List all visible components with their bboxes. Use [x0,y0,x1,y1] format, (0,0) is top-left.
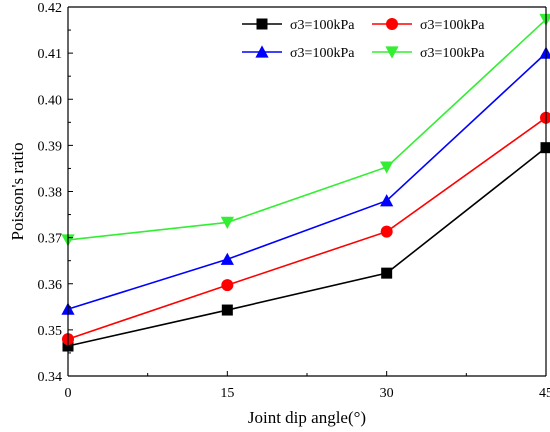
series-line-3 [67,52,547,310]
legend-label: σ3=100kPa [290,18,355,33]
y-tick-label: 0.36 [38,278,63,293]
y-tick-label: 0.34 [38,370,63,385]
legend-item: σ3=100kPa [242,18,355,33]
series-4-point [539,13,550,27]
series-1-point [540,142,550,154]
x-tick-label: 0 [65,386,72,401]
series-2-point [540,111,550,124]
legend-marker [385,46,399,59]
series-line-4 [67,18,547,241]
legend-label: σ3=100kPa [420,46,485,61]
legend-label: σ3=100kPa [420,18,485,33]
x-tick-label: 30 [380,386,394,401]
y-tick-label: 0.40 [38,93,63,108]
series-3-point [220,252,234,265]
series-1-point [381,267,393,279]
series-3-point [380,194,394,207]
legend-item: σ3=100kPa [372,46,485,61]
y-tick-label: 0.42 [38,1,63,16]
legend-item: σ3=100kPa [242,45,355,61]
x-tick-label: 15 [220,386,234,401]
y-tick-label: 0.37 [38,232,63,247]
y-tick-label: 0.39 [38,139,63,154]
legend: σ3=100kPa σ3=100kPa σ3=100kPa σ3=100kPa [242,18,485,61]
chart-axes: 0.34 0.35 0.36 0.37 0.38 0.39 0.40 0.41 0.42 0 15 3… [38,1,550,401]
x-tick-label: 45 [539,386,550,401]
chart-marks [61,13,550,352]
series-4-point [380,161,394,174]
legend-marker [386,18,398,30]
legend-marker [255,45,269,58]
y-tick-label: 0.38 [38,186,63,201]
series-1-point [221,304,233,316]
legend-marker [256,18,268,30]
y-tick-label: 0.35 [38,324,63,339]
y-tick-label: 0.41 [38,47,63,62]
x-axis-label: Joint dip angle(°) [248,408,366,427]
series-4-point [220,216,234,230]
series-2-point [221,279,234,292]
legend-label: σ3=100kPa [290,46,355,61]
series-3-point [539,46,550,59]
series-line-1 [67,147,547,347]
legend-item: σ3=100kPa [372,18,485,33]
series-line-2 [67,117,547,340]
y-axis-label: Poisson's ratio [8,143,27,241]
series-2-point [380,225,393,238]
